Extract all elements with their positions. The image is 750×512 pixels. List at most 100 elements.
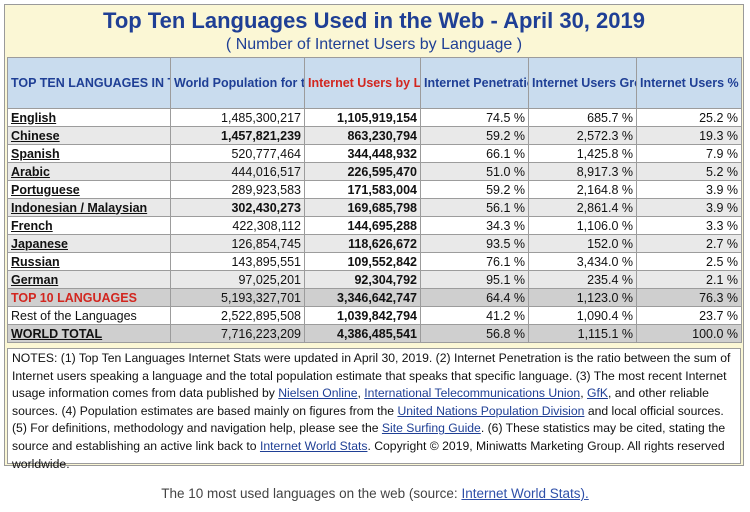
- cell-penetration: 41.2 %: [420, 306, 529, 325]
- figure-caption: The 10 most used languages on the web (s…: [0, 486, 750, 501]
- caption-source-link[interactable]: Internet World Stats).: [461, 486, 589, 501]
- cell-growth: 2,164.8 %: [528, 180, 637, 199]
- table-row: Japanese 126,854,745 118,626,672 93.5 % 152.…: [7, 234, 742, 253]
- table-header-row: TOP TEN LANGUAGES IN THE INTERNET World …: [7, 57, 742, 109]
- language-link[interactable]: Chinese: [7, 126, 171, 145]
- notes-text: and local official sources. (5) For defi…: [12, 403, 724, 436]
- language-link[interactable]: Japanese: [7, 234, 171, 253]
- cell-penetration: 59.2 %: [420, 180, 529, 199]
- stats-panel: Top Ten Languages Used in the Web - Apri…: [4, 4, 744, 471]
- cell-users: 863,230,794: [304, 126, 421, 145]
- cell-growth: 2,572.3 %: [528, 126, 637, 145]
- notes-text: . (6) These statistics may be cited, sta…: [12, 421, 726, 453]
- cell-population: 1,457,821,239: [170, 126, 305, 145]
- column-header-language: TOP TEN LANGUAGES IN THE INTERNET: [7, 57, 171, 109]
- cell-language: Rest of the Languages: [7, 306, 171, 325]
- language-link[interactable]: Portuguese: [7, 180, 171, 199]
- link-un-population-division[interactable]: United Nations Population Division: [397, 403, 585, 418]
- column-header-share: Internet Users % of World (Participation…: [636, 57, 742, 109]
- link-gfk[interactable]: GfK: [586, 386, 608, 401]
- cell-population: 289,923,583: [170, 180, 305, 199]
- caption-text: The 10 most used languages on the web (s…: [161, 486, 462, 501]
- column-header-penetration: Internet Penetration (% Population): [420, 57, 529, 109]
- cell-penetration: 34.3 %: [420, 216, 529, 235]
- cell-share: 19.3 %: [636, 126, 742, 145]
- cell-penetration: 95.1 %: [420, 270, 529, 289]
- language-link[interactable]: Russian: [7, 252, 171, 271]
- cell-share: 2.7 %: [636, 234, 742, 253]
- language-link[interactable]: English: [7, 108, 171, 127]
- cell-users: 92,304,792: [304, 270, 421, 289]
- cell-penetration: 66.1 %: [420, 144, 529, 163]
- cell-population: 302,430,273: [170, 198, 305, 217]
- language-link[interactable]: Indonesian / Malaysian: [7, 198, 171, 217]
- cell-population: 2,522,895,508: [170, 306, 305, 325]
- cell-share: 25.2 %: [636, 108, 742, 127]
- language-link[interactable]: Arabic: [7, 162, 171, 181]
- language-link[interactable]: French: [7, 216, 171, 235]
- column-header-growth: Internet Users Growth (2000 - 2019): [528, 57, 637, 109]
- link-internet-world-stats[interactable]: Internet World Stats: [259, 438, 368, 453]
- cell-penetration: 74.5 %: [420, 108, 529, 127]
- table-row: Arabic 444,016,517 226,595,470 51.0 % 8,917.…: [7, 162, 742, 181]
- table-row-rest: Rest of the Languages 2,522,895,508 1,039,…: [7, 306, 742, 325]
- table-row-world-total: WORLD TOTAL 7,716,223,209 4,386,485,541 56.…: [7, 324, 742, 343]
- cell-users: 4,386,485,541: [304, 324, 421, 343]
- cell-penetration: 93.5 %: [420, 234, 529, 253]
- cell-users: 344,448,932: [304, 144, 421, 163]
- cell-growth: 2,861.4 %: [528, 198, 637, 217]
- table-row: Russian 143,895,551 109,552,842 76.1 % 3,434…: [7, 252, 742, 271]
- cell-growth: 1,425.8 %: [528, 144, 637, 163]
- page-title: Top Ten Languages Used in the Web - Apri…: [103, 8, 645, 33]
- cell-penetration: 56.8 %: [420, 324, 529, 343]
- cell-share: 76.3 %: [636, 288, 742, 307]
- link-site-surfing-guide[interactable]: Site Surfing Guide: [381, 421, 481, 436]
- language-link[interactable]: German: [7, 270, 171, 289]
- cell-growth: 3,434.0 %: [528, 252, 637, 271]
- cell-growth: 8,917.3 %: [528, 162, 637, 181]
- table-row: English 1,485,300,217 1,105,919,154 74.5 % 6…: [7, 108, 742, 127]
- cell-population: 520,777,464: [170, 144, 305, 163]
- link-nielsen-online[interactable]: Nielsen Online: [278, 386, 358, 401]
- cell-users: 1,039,842,794: [304, 306, 421, 325]
- cell-share: 7.9 %: [636, 144, 742, 163]
- cell-users: 118,626,672: [304, 234, 421, 253]
- cell-growth: 1,123.0 %: [528, 288, 637, 307]
- table-row: Spanish 520,777,464 344,448,932 66.1 % 1,425…: [7, 144, 742, 163]
- table-row-top10-total: TOP 10 LANGUAGES 5,193,327,701 3,346,642,7…: [7, 288, 742, 307]
- cell-population: 97,025,201: [170, 270, 305, 289]
- notes-box: NOTES: (1) Top Ten Languages Internet St…: [7, 348, 741, 471]
- cell-growth: 152.0 %: [528, 234, 637, 253]
- table-row: French 422,308,112 144,695,288 34.3 % 1,106.…: [7, 216, 742, 235]
- cell-population: 1,485,300,217: [170, 108, 305, 127]
- cell-growth: 1,090.4 %: [528, 306, 637, 325]
- language-link[interactable]: WORLD TOTAL: [7, 324, 171, 343]
- cell-penetration: 64.4 %: [420, 288, 529, 307]
- cell-users: 171,583,004: [304, 180, 421, 199]
- cell-language: TOP 10 LANGUAGES: [7, 288, 171, 307]
- column-header-users: Internet Users by Language: [304, 57, 421, 109]
- cell-share: 3.3 %: [636, 216, 742, 235]
- cell-population: 5,193,327,701: [170, 288, 305, 307]
- notes-text: NOTES: (1) Top Ten Languages Internet St…: [12, 351, 731, 401]
- language-link[interactable]: Spanish: [7, 144, 171, 163]
- table-row: Portuguese 289,923,583 171,583,004 59.2 % 2,…: [7, 180, 742, 199]
- cell-population: 444,016,517: [170, 162, 305, 181]
- link-itu[interactable]: International Telecommunications Union: [364, 386, 581, 401]
- table-row: German 97,025,201 92,304,792 95.1 % 235.4 % 2…: [7, 270, 742, 289]
- cell-share: 100.0 %: [636, 324, 742, 343]
- cell-users: 169,685,798: [304, 198, 421, 217]
- cell-share: 2.1 %: [636, 270, 742, 289]
- cell-growth: 1,115.1 %: [528, 324, 637, 343]
- cell-share: 5.2 %: [636, 162, 742, 181]
- table-row: Indonesian / Malaysian 302,430,273 169,685…: [7, 198, 742, 217]
- notes-text: . Copyright © 2019, Miniwatts Marketing …: [12, 438, 725, 471]
- cell-share: 3.9 %: [636, 180, 742, 199]
- cell-users: 226,595,470: [304, 162, 421, 181]
- languages-table: TOP TEN LANGUAGES IN THE INTERNET World …: [7, 57, 742, 343]
- cell-users: 1,105,919,154: [304, 108, 421, 127]
- cell-share: 3.9 %: [636, 198, 742, 217]
- cell-users: 144,695,288: [304, 216, 421, 235]
- cell-penetration: 51.0 %: [420, 162, 529, 181]
- cell-users: 3,346,642,747: [304, 288, 421, 307]
